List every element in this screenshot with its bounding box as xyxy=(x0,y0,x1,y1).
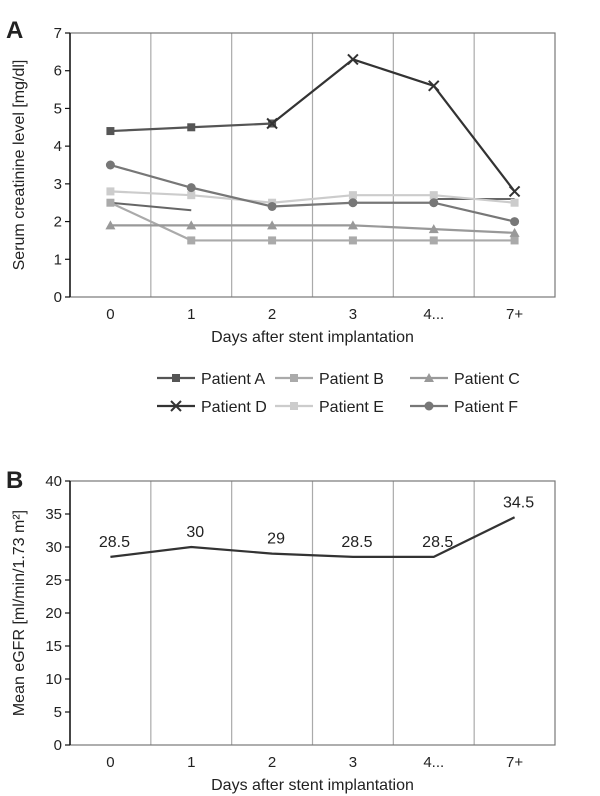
legend-patient-a-label: Patient A xyxy=(201,371,265,388)
chart-a-patient-e-point xyxy=(429,191,438,200)
chart-a-y-tick-label: 5 xyxy=(54,100,62,117)
chart-a-patient-e-line xyxy=(110,190,515,204)
chart-a-patient-e-point xyxy=(187,191,196,200)
chart-b-data-label: 29 xyxy=(267,531,285,548)
chart-a-patient-f-point xyxy=(348,198,358,208)
panel-b-letter: B xyxy=(6,467,23,494)
chart-a-patient-f-point xyxy=(105,160,115,170)
chart-a-y-tick-label: 2 xyxy=(54,214,62,231)
chart-a-x-axis-label: Days after stent implantation xyxy=(211,329,414,346)
panel-a-letter: A xyxy=(6,17,23,44)
chart-a: 0 1 2 3 4 5 6 7 0 1 2 3 4... 7+ Days after stent impla… xyxy=(11,25,556,416)
chart-a-patient-b-point xyxy=(429,236,438,245)
chart-a-patient-c-point xyxy=(267,220,278,230)
chart-b-data-label: 28.5 xyxy=(341,534,372,551)
chart-a-y-tick-label: 0 xyxy=(54,289,62,306)
chart-a-patient-d-point xyxy=(508,185,521,198)
chart-b-y-tick-label: 20 xyxy=(45,605,62,622)
legend-patient-d-label: Patient D xyxy=(201,399,267,416)
chart-b-y-tick-label: 30 xyxy=(45,539,62,556)
chart-a-patient-f-line xyxy=(110,163,515,223)
chart-b-data-label: 30 xyxy=(186,524,204,541)
chart-a-patient-f-point xyxy=(186,183,196,193)
chart-a-patient-b-point xyxy=(348,236,357,245)
chart-a-patient-f-point xyxy=(510,217,520,227)
chart-b-y-tick-label: 10 xyxy=(45,671,62,688)
chart-a-patient-f-point xyxy=(267,201,277,211)
chart-a-patient-d-point xyxy=(428,80,440,92)
chart-a-patient-d-point xyxy=(266,117,278,130)
chart-a-patient-a-point xyxy=(187,123,196,132)
legend-patient-b-label: Patient B xyxy=(319,371,384,388)
chart-b-x-tick-label: 3 xyxy=(349,754,357,771)
chart-a-y-tick-label: 3 xyxy=(54,176,62,193)
chart-b-y-tick-label: 40 xyxy=(45,473,62,490)
chart-a-patient-c-point xyxy=(347,220,358,230)
chart-b-data-label: 28.5 xyxy=(422,534,453,551)
chart-a-y-tick-label: 6 xyxy=(54,63,62,80)
chart-a-patient-b-point xyxy=(510,236,519,245)
chart-a-patient-e-point xyxy=(510,198,519,207)
chart-a-x-tick-label: 0 xyxy=(106,306,114,323)
chart-a-x-tick-label: 7+ xyxy=(506,306,523,323)
chart-a-patient-c-point xyxy=(105,220,116,230)
legend-patient-d-marker xyxy=(170,400,182,412)
chart-a-patient-c-point xyxy=(509,227,520,237)
chart-a-patient-f-point xyxy=(429,198,439,208)
chart-b-data-label: 34.5 xyxy=(503,494,534,511)
legend-patient-f-label: Patient F xyxy=(454,399,518,416)
chart-a-y-tick-label: 4 xyxy=(54,138,62,155)
legend-patient-c-marker xyxy=(424,373,434,382)
chart-a-patient-e-point xyxy=(106,187,115,196)
chart-a-patient-a-point xyxy=(106,127,115,136)
chart-a-extra-line xyxy=(110,201,192,212)
chart-a-x-tick-label: 3 xyxy=(349,306,357,323)
chart-b-y-tick-label: 5 xyxy=(54,704,62,721)
chart-a-y-axis-label: Serum creatinine level [mg/dl] xyxy=(11,60,28,271)
chart-a-y-tick-label: 7 xyxy=(54,25,62,42)
chart-b-y-tick-label: 0 xyxy=(54,737,62,754)
chart-b-y-axis-label: Mean eGFR [ml/min/1.73 m²] xyxy=(11,510,28,716)
chart-a-patient-c-point xyxy=(428,224,439,234)
chart-b-x-tick-label: 0 xyxy=(106,754,114,771)
chart-b-x-axis-label: Days after stent implantation xyxy=(211,777,414,794)
chart-a-patient-b-point xyxy=(187,236,196,245)
chart-a-patient-e-point xyxy=(348,191,357,200)
chart-b-x-tick-label: 2 xyxy=(268,754,276,771)
chart-b-mean-egfr-line xyxy=(110,516,516,559)
chart-b-data-label: 28.5 xyxy=(99,534,130,551)
legend-patient-c-label: Patient C xyxy=(454,371,520,388)
chart-a-patient-d-line xyxy=(271,58,516,193)
chart-a-patient-c-point xyxy=(186,220,197,230)
legend-patient-e-marker xyxy=(290,402,298,410)
chart-a-x-tick-label: 4... xyxy=(423,306,444,323)
legend-patient-e-label: Patient E xyxy=(319,399,384,416)
chart-a-patient-c-line xyxy=(110,224,515,234)
legend-patient-b-marker xyxy=(290,374,298,382)
chart-a-patient-b-point xyxy=(268,236,277,245)
chart-a-patient-b-line xyxy=(109,201,515,242)
legend-patient-a-marker xyxy=(172,374,180,382)
chart-a-patient-d-point xyxy=(347,53,359,66)
chart-b: 0 5 10 15 20 25 30 35 40 0 1 2 3 4... 7+ Days after ste… xyxy=(11,473,556,794)
chart-a-y-tick-label: 1 xyxy=(54,251,62,268)
chart-a-x-tick-label: 2 xyxy=(268,306,276,323)
chart-b-x-tick-label: 1 xyxy=(187,754,195,771)
chart-b-x-tick-label: 4... xyxy=(423,754,444,771)
legend-patient-f-marker xyxy=(424,401,434,411)
chart-b-y-tick-label: 15 xyxy=(45,638,62,655)
chart-a-patient-b-point xyxy=(106,198,115,207)
chart-a-x-tick-label: 1 xyxy=(187,306,195,323)
chart-b-y-tick-label: 25 xyxy=(45,572,62,589)
chart-b-y-tick-label: 35 xyxy=(45,506,62,523)
chart-b-x-tick-label: 7+ xyxy=(506,754,523,771)
